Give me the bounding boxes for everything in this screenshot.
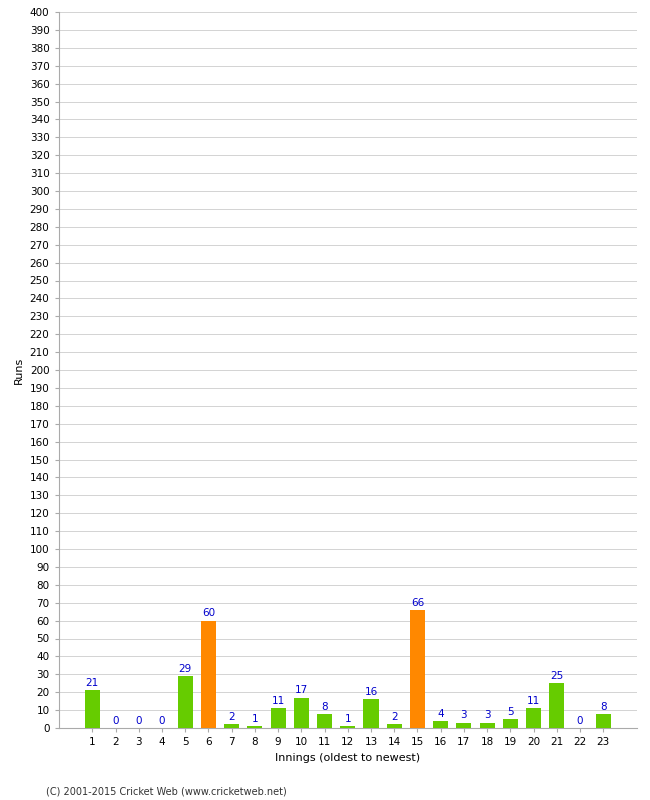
Bar (248, 726, 263, 728)
Y-axis label: Runs: Runs (14, 356, 24, 384)
Text: 21: 21 (86, 678, 99, 688)
Bar (387, 725, 402, 728)
Bar (177, 676, 193, 728)
Text: 0: 0 (136, 716, 142, 726)
Bar (480, 722, 495, 728)
Bar (526, 708, 541, 728)
Text: 1: 1 (344, 714, 351, 724)
Text: 2: 2 (228, 712, 235, 722)
Text: 8: 8 (600, 702, 606, 711)
X-axis label: Innings (oldest to newest): Innings (oldest to newest) (275, 753, 421, 762)
Text: 0: 0 (112, 716, 119, 726)
Text: 1: 1 (252, 714, 258, 724)
Text: 16: 16 (365, 687, 378, 698)
Text: 29: 29 (179, 664, 192, 674)
Text: 17: 17 (294, 686, 308, 695)
Bar (224, 725, 239, 728)
Bar (84, 690, 100, 728)
Text: 11: 11 (272, 696, 285, 706)
Bar (549, 683, 564, 728)
Bar (595, 714, 611, 728)
Bar (317, 714, 332, 728)
Bar (363, 699, 378, 728)
Text: 0: 0 (159, 716, 165, 726)
Text: 4: 4 (437, 709, 444, 718)
Bar (201, 621, 216, 728)
Text: 0: 0 (577, 716, 583, 726)
Text: 3: 3 (484, 710, 490, 721)
Bar (340, 726, 356, 728)
Text: 11: 11 (527, 696, 540, 706)
Bar (270, 708, 285, 728)
Text: (C) 2001-2015 Cricket Web (www.cricketweb.net): (C) 2001-2015 Cricket Web (www.cricketwe… (46, 786, 286, 796)
Bar (433, 721, 448, 728)
Bar (294, 698, 309, 728)
Text: 66: 66 (411, 598, 424, 608)
Bar (502, 719, 518, 728)
Bar (410, 610, 425, 728)
Text: 2: 2 (391, 712, 398, 722)
Text: 25: 25 (550, 671, 564, 681)
Text: 5: 5 (507, 707, 514, 717)
Text: 60: 60 (202, 609, 215, 618)
Bar (456, 722, 471, 728)
Text: 3: 3 (461, 710, 467, 721)
Text: 8: 8 (321, 702, 328, 711)
